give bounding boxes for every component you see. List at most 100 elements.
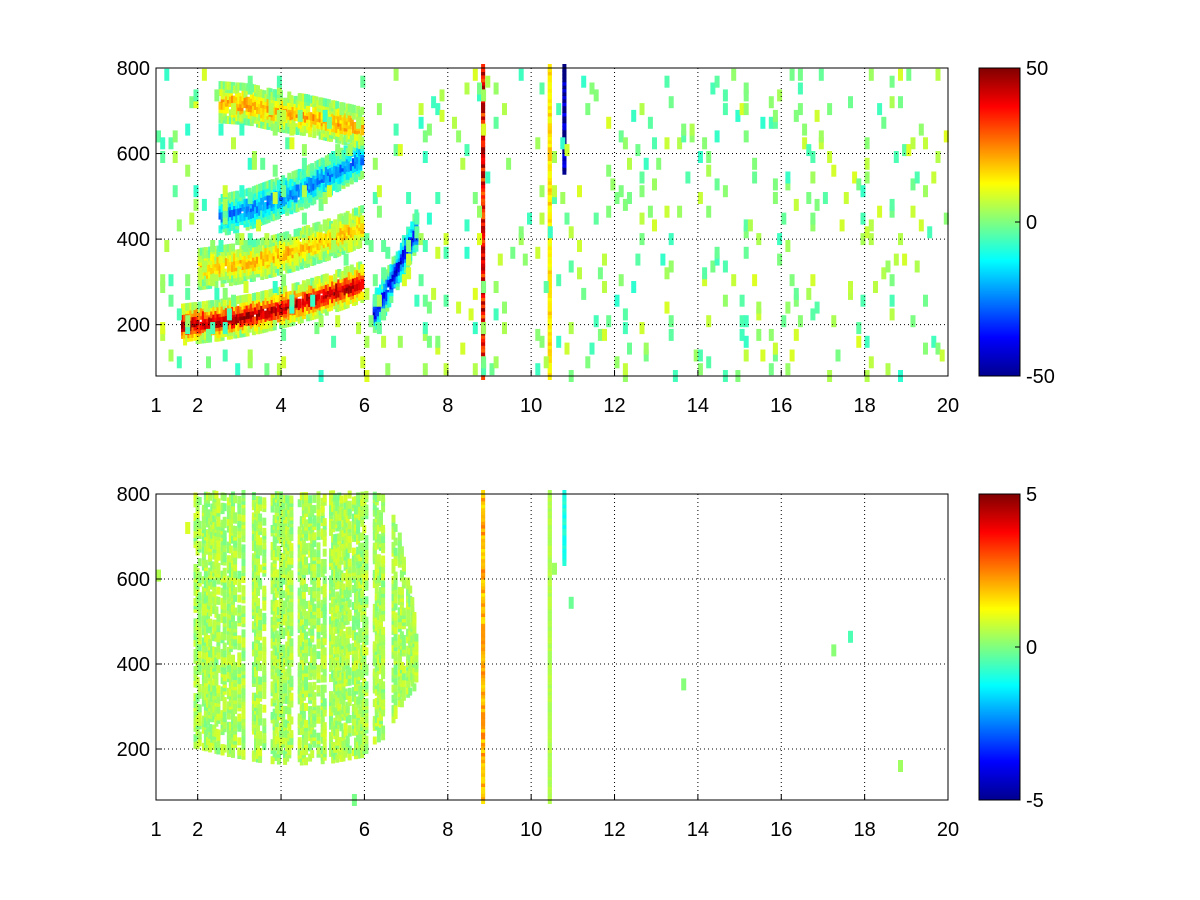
heatmap-cell [216,498,221,507]
heatmap-cell [247,349,253,362]
heatmap-cell [714,75,720,88]
heatmap-cell [301,250,306,259]
heatmap-cell [385,246,391,259]
heatmap-cell [312,130,317,139]
heatmap-cell [552,192,557,204]
heatmap-cell [393,144,399,157]
heatmap-cell [306,279,311,288]
heatmap-cell [218,225,223,234]
heatmap-cell [270,562,275,571]
heatmap-cell [397,144,403,157]
heatmap-cell [247,267,252,276]
heatmap-cell [247,233,253,246]
heatmap-cell [235,106,240,115]
heatmap-cell [258,89,263,98]
heatmap-cell [297,727,302,735]
heatmap-cell [802,123,808,136]
heatmap-cell [356,112,361,121]
heatmap-cell [312,698,317,707]
heatmap-cell [814,198,820,211]
heatmap-cell [231,664,235,673]
heatmap-cell [226,711,231,720]
heatmap-cell [228,528,233,537]
heatmap-cell [168,349,174,362]
heatmap-cell [289,314,294,323]
heatmap-cell [258,663,263,672]
heatmap-cell [316,566,321,575]
heatmap-cell [318,189,323,198]
heatmap-cell [212,313,217,322]
heatmap-cell [389,295,394,303]
heatmap-cell [251,750,256,759]
heatmap-cell [185,333,190,342]
heatmap-cell [322,684,327,693]
heatmap-cell [289,604,294,613]
heatmap-cell [287,577,292,585]
heatmap-cell [231,695,235,704]
heatmap-cell [279,246,283,255]
heatmap-cell [299,550,304,559]
heatmap-cell [279,179,283,188]
heatmap-cell [308,542,313,551]
heatmap-cell [264,310,269,319]
heatmap-cell [301,546,306,555]
heatmap-cell [262,657,267,666]
heatmap-cell [272,514,277,523]
heatmap-cell [316,579,321,588]
heatmap-cell [312,562,317,571]
heatmap-cell [481,322,487,335]
heatmap-cell [260,183,265,191]
heatmap-cell [295,183,300,192]
heatmap-cell [464,144,470,157]
heatmap-cell [324,283,329,292]
heatmap-cell [195,693,200,702]
heatmap-cell [195,496,200,505]
heatmap-cell [324,273,329,282]
heatmap-cell [214,273,219,282]
heatmap-cell [287,234,292,243]
heatmap-cell [802,137,808,150]
heatmap-cell [235,323,240,332]
heatmap-cell [318,121,323,130]
heatmap-cell [231,671,235,680]
heatmap-cell [228,742,233,751]
heatmap-cell [347,127,352,136]
heatmap-cell [349,104,354,113]
heatmap-cell [237,323,242,331]
heatmap-cell [356,140,361,149]
heatmap-cell [241,636,246,645]
heatmap-cell [785,363,791,376]
heatmap-cell [372,294,378,307]
heatmap-cell [360,291,365,300]
heatmap-cell [247,157,253,170]
heatmap-cell [297,611,302,620]
heatmap-cell [343,133,348,142]
heatmap-cell [781,315,787,328]
heatmap-cell [577,267,582,280]
heatmap-cell [256,530,260,539]
heatmap-cell [422,328,428,341]
heatmap-cell [220,255,225,264]
heatmap-cell [697,363,703,376]
heatmap-cell [274,521,279,530]
heatmap-cell [224,308,229,317]
heatmap-cell [301,516,306,524]
heatmap-cell [228,722,233,731]
heatmap-cell [681,130,687,143]
heatmap-cell [289,716,294,725]
heatmap-cell [264,363,270,376]
heatmap-cell [320,691,325,700]
heatmap-cell [216,695,221,704]
heatmap-cell [210,300,215,309]
heatmap-cell [422,151,428,163]
heatmap-cell [241,649,246,658]
heatmap-cell [652,178,657,191]
heatmap-cell [283,495,288,504]
heatmap-cell [203,515,208,524]
heatmap-cell [243,308,248,317]
heatmap-cell [222,349,228,362]
heatmap-cell [258,547,263,556]
heatmap-cell [308,532,313,541]
heatmap-cell [168,137,174,150]
heatmap-cell [768,96,774,109]
